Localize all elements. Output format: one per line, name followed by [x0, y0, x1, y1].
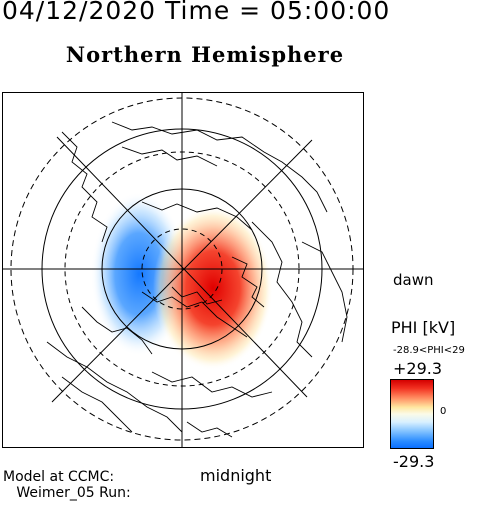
legend-range: -28.9<PHI<29 — [393, 345, 465, 356]
coastlines — [46, 121, 348, 438]
potential-positive-cell — [153, 206, 273, 370]
legend-title: PHI [kV] — [391, 318, 456, 337]
hemisphere-title: Northern Hemisphere — [65, 42, 345, 67]
potential-colorbar — [390, 379, 434, 449]
polar-map — [2, 92, 364, 448]
meridian-diagonal-1 — [56, 136, 308, 398]
meridian-diagonal-2 — [51, 139, 313, 403]
legend-max-label: +29.3 — [393, 359, 443, 378]
legend-zero-label: 0 — [440, 406, 447, 417]
model-run-label: Model at CCMC: Weimer_05 Run: — [3, 469, 131, 501]
dawn-label: dawn — [393, 271, 434, 289]
legend-min-label: -29.3 — [393, 452, 435, 471]
midnight-label: midnight — [200, 466, 272, 485]
date-time-title: 04/12/2020 Time = 05:00:00 — [2, 0, 391, 25]
